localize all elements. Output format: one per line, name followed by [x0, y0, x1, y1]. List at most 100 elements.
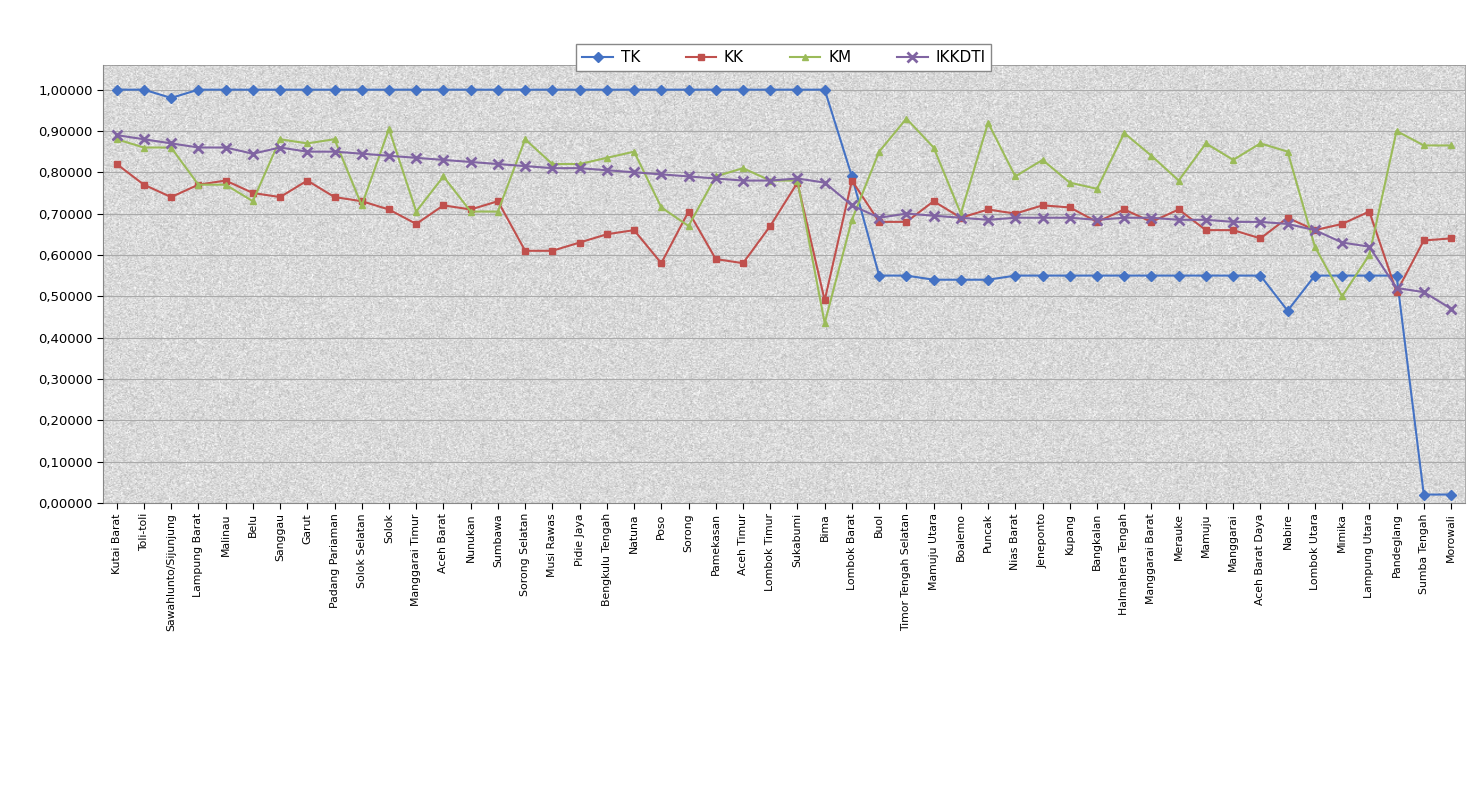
- KK: [380, 204, 397, 214]
- KK: [1306, 225, 1323, 235]
- TK: [271, 85, 289, 95]
- IKKDTI: [1415, 287, 1432, 297]
- IKKDTI: [898, 208, 916, 218]
- KM: [952, 208, 970, 218]
- KK: [1415, 236, 1432, 246]
- IKKDTI: [299, 147, 316, 157]
- KM: [244, 196, 262, 206]
- TK: [707, 85, 724, 95]
- KM: [761, 176, 779, 186]
- IKKDTI: [244, 149, 262, 159]
- IKKDTI: [543, 163, 561, 173]
- KK: [107, 159, 125, 169]
- KK: [870, 217, 888, 227]
- KK: [1334, 219, 1351, 229]
- KK: [353, 196, 371, 206]
- KM: [789, 176, 807, 186]
- IKKDTI: [843, 200, 861, 210]
- KM: [707, 172, 724, 182]
- KK: [1443, 234, 1460, 243]
- KM: [735, 163, 752, 173]
- KK: [216, 176, 234, 186]
- TK: [1251, 271, 1269, 281]
- IKKDTI: [271, 143, 289, 152]
- TK: [1197, 271, 1214, 281]
- KM: [1306, 242, 1323, 251]
- Line: KM: KM: [113, 115, 1454, 327]
- KM: [107, 135, 125, 144]
- KK: [325, 192, 343, 202]
- TK: [1116, 271, 1133, 281]
- IKKDTI: [1251, 217, 1269, 227]
- TK: [1334, 271, 1351, 281]
- KM: [843, 215, 861, 225]
- KK: [408, 219, 425, 229]
- IKKDTI: [707, 174, 724, 183]
- TK: [244, 85, 262, 95]
- TK: [979, 275, 997, 285]
- KM: [815, 318, 833, 328]
- IKKDTI: [979, 215, 997, 225]
- TK: [299, 85, 316, 95]
- IKKDTI: [815, 178, 833, 187]
- KM: [1061, 178, 1079, 187]
- TK: [543, 85, 561, 95]
- KK: [1225, 225, 1242, 235]
- KM: [1443, 140, 1460, 150]
- TK: [408, 85, 425, 95]
- KK: [135, 180, 153, 190]
- KM: [216, 180, 234, 190]
- KK: [1088, 217, 1105, 227]
- KM: [1251, 139, 1269, 148]
- TK: [815, 85, 833, 95]
- KM: [598, 153, 615, 163]
- TK: [517, 85, 534, 95]
- KM: [1033, 155, 1051, 165]
- KM: [1279, 147, 1297, 157]
- KK: [1170, 204, 1188, 214]
- KK: [1116, 204, 1133, 214]
- TK: [107, 85, 125, 95]
- IKKDTI: [162, 139, 180, 148]
- KM: [1334, 291, 1351, 301]
- KK: [761, 221, 779, 231]
- TK: [1033, 271, 1051, 281]
- IKKDTI: [1443, 304, 1460, 314]
- KK: [979, 204, 997, 214]
- KK: [244, 188, 262, 198]
- IKKDTI: [626, 167, 643, 177]
- TK: [735, 85, 752, 95]
- IKKDTI: [434, 155, 452, 165]
- KK: [626, 225, 643, 235]
- TK: [325, 85, 343, 95]
- KK: [1061, 203, 1079, 212]
- KK: [815, 295, 833, 305]
- TK: [1279, 306, 1297, 315]
- KM: [1142, 151, 1160, 161]
- KK: [1279, 212, 1297, 222]
- IKKDTI: [325, 147, 343, 157]
- KM: [680, 221, 698, 231]
- KK: [707, 254, 724, 264]
- KK: [680, 207, 698, 217]
- KM: [434, 172, 452, 182]
- TK: [652, 85, 670, 95]
- KK: [517, 246, 534, 255]
- TK: [1388, 271, 1406, 281]
- IKKDTI: [380, 151, 397, 161]
- TK: [135, 85, 153, 95]
- IKKDTI: [652, 169, 670, 179]
- KM: [1415, 140, 1432, 150]
- IKKDTI: [216, 143, 234, 152]
- KM: [652, 203, 670, 212]
- IKKDTI: [1225, 217, 1242, 227]
- KK: [952, 212, 970, 222]
- TK: [571, 85, 589, 95]
- TK: [843, 172, 861, 182]
- Line: IKKDTI: IKKDTI: [112, 131, 1456, 314]
- IKKDTI: [1388, 283, 1406, 293]
- KM: [924, 143, 942, 152]
- TK: [789, 85, 807, 95]
- TK: [489, 85, 506, 95]
- TK: [870, 271, 888, 281]
